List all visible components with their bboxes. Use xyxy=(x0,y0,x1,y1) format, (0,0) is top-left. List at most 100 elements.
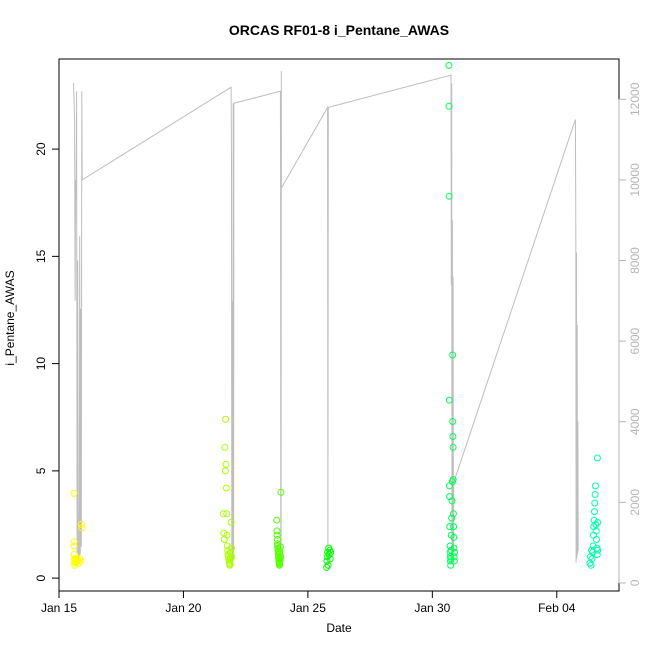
data-point-rf02 xyxy=(228,544,235,552)
x-tick-label: Jan 20 xyxy=(165,601,201,615)
data-point-rf04 xyxy=(327,548,335,556)
data-point-rf01 xyxy=(70,489,78,497)
data-point-rf06 xyxy=(587,553,594,561)
data-point-rf06 xyxy=(592,482,599,490)
y-axis: 0 5 10 15 20 xyxy=(34,142,60,581)
data-point-rf05 xyxy=(450,557,458,565)
data-point-rf01 xyxy=(70,542,78,550)
data-point-rf01 xyxy=(78,524,86,532)
data-point-rf01 xyxy=(71,561,79,569)
data-point-rf06 xyxy=(593,536,600,543)
data-point-rf01 xyxy=(75,559,83,567)
altitude-line-layer xyxy=(73,71,579,567)
data-point-rf06 xyxy=(593,454,601,462)
data-point-rf05 xyxy=(448,514,456,522)
data-point-rf03 xyxy=(277,488,285,496)
y-right-tick-label: 4000 xyxy=(628,408,642,435)
x-tick-label: Feb 04 xyxy=(538,601,576,615)
data-point-rf05 xyxy=(445,61,453,69)
data-point-rf03 xyxy=(276,556,284,564)
data-point-rf03 xyxy=(273,536,281,543)
data-point-rf04 xyxy=(324,548,332,556)
data-point-rf05 xyxy=(450,553,458,561)
data-point-rf06 xyxy=(593,551,601,558)
plot-frame xyxy=(58,58,620,592)
data-point-rf05 xyxy=(450,533,458,541)
x-axis-label: Date xyxy=(326,621,352,635)
data-point-rf02 xyxy=(221,467,229,475)
x-tick-label: Jan 15 xyxy=(41,601,77,615)
data-point-rf02 xyxy=(228,553,236,561)
y-right-tick-label: 2000 xyxy=(628,489,642,516)
y-tick-label: 0 xyxy=(34,574,48,581)
data-point-rf03 xyxy=(273,516,281,524)
y-right-tick-label: 6000 xyxy=(628,327,642,354)
data-point-rf06 xyxy=(587,561,595,569)
data-point-rf03 xyxy=(276,547,284,555)
data-point-rf06 xyxy=(589,542,597,550)
y-tick-label: 5 xyxy=(34,467,48,474)
data-point-rf05 xyxy=(445,192,453,200)
data-point-rf05 xyxy=(445,396,453,404)
data-point-rf02 xyxy=(223,531,231,539)
y-right-tick-label: 12000 xyxy=(628,82,642,116)
data-point-rf02 xyxy=(219,510,227,518)
data-point-rf06 xyxy=(590,516,598,524)
data-point-rf06 xyxy=(591,491,599,498)
y-axis-label: i_Pentane_AWAS xyxy=(3,270,17,365)
y-right-tick-label: 0 xyxy=(628,579,642,586)
data-point-rf03 xyxy=(273,531,281,539)
y-right-tick-label: 10000 xyxy=(628,163,642,197)
data-point-rf06 xyxy=(594,518,602,526)
data-point-rf06 xyxy=(591,508,598,516)
data-point-rf02 xyxy=(223,542,231,550)
data-point-rf05 xyxy=(449,443,457,451)
data-point-rf03 xyxy=(276,543,284,551)
data-point-rf05 xyxy=(450,523,458,531)
data-point-rf05 xyxy=(451,548,458,556)
data-point-rf06 xyxy=(591,499,599,507)
data-point-rf02 xyxy=(222,484,230,492)
data-point-rf02 xyxy=(221,443,229,451)
data-point-rf05 xyxy=(449,418,457,425)
data-point-rf02 xyxy=(222,460,230,468)
data-point-rf04 xyxy=(325,551,333,558)
data-point-rf05 xyxy=(447,561,455,569)
data-point-rf03 xyxy=(276,561,283,569)
data-point-rf05 xyxy=(449,476,457,483)
chart-title: ORCAS RF01-8 i_Pentane_AWAS xyxy=(229,22,449,38)
data-point-rf06 xyxy=(594,546,602,554)
x-tick-label: Jan 25 xyxy=(290,601,326,615)
data-point-rf01 xyxy=(70,538,78,546)
data-point-rf02 xyxy=(222,415,230,423)
data-points-layer xyxy=(70,61,602,571)
data-point-rf01 xyxy=(77,557,85,565)
data-point-rf05 xyxy=(449,351,457,359)
data-point-rf03 xyxy=(273,527,281,535)
data-point-rf01 xyxy=(73,555,81,563)
data-point-rf05 xyxy=(450,544,458,552)
altitude-line xyxy=(73,71,579,567)
data-point-rf05 xyxy=(445,102,453,110)
data-point-rf04 xyxy=(324,561,332,569)
y-tick-label: 10 xyxy=(34,357,48,371)
data-point-rf05 xyxy=(448,497,456,505)
data-point-rf05 xyxy=(446,523,454,531)
data-point-rf02 xyxy=(226,560,234,568)
y-right-tick-label: 8000 xyxy=(628,247,642,274)
y-axis-right: 0 2000 4000 6000 8000 10000 12000 xyxy=(618,82,642,586)
y-tick-label: 20 xyxy=(34,142,48,156)
data-point-rf03 xyxy=(277,553,285,561)
data-point-rf06 xyxy=(589,531,597,539)
data-point-rf06 xyxy=(592,527,600,535)
data-point-rf01 xyxy=(77,521,85,528)
data-point-rf05 xyxy=(449,510,457,518)
x-axis: Jan 15 Jan 20 Jan 25 Jan 30 Feb 04 xyxy=(41,590,576,615)
data-point-rf02 xyxy=(227,518,235,526)
data-point-rf02 xyxy=(223,510,231,518)
y-tick-label: 15 xyxy=(34,249,48,263)
data-point-rf05 xyxy=(449,433,457,440)
data-point-rf03 xyxy=(275,555,283,563)
x-tick-label: Jan 30 xyxy=(414,601,450,615)
